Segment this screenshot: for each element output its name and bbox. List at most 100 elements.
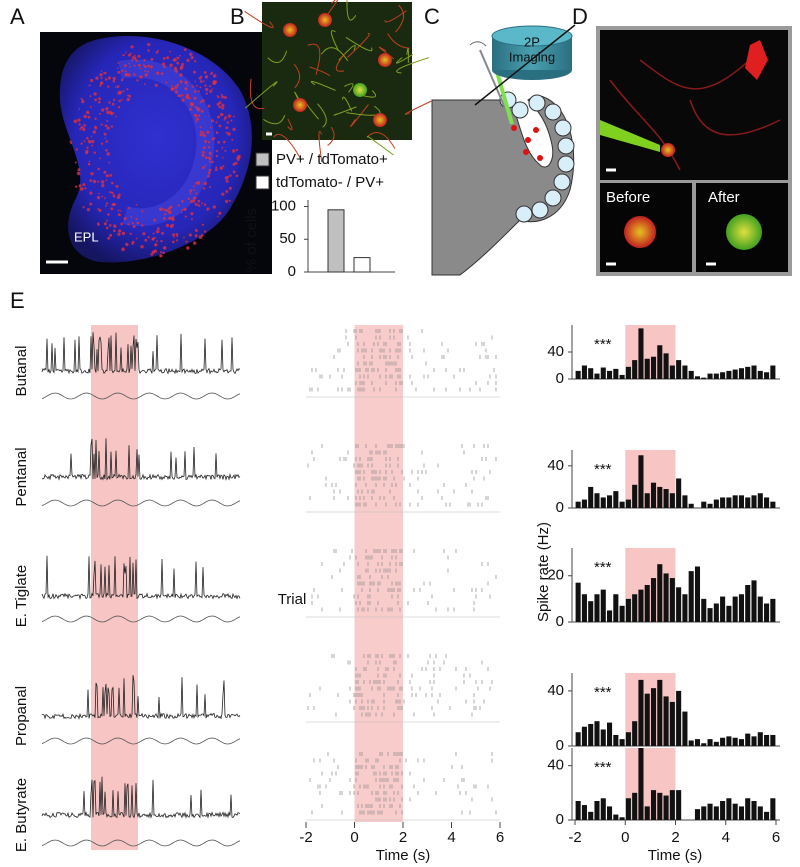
- process: [335, 53, 346, 72]
- cell-dot: [151, 238, 154, 241]
- cell-dot: [147, 70, 150, 73]
- cell-dot: [136, 79, 139, 82]
- cell-dot: [90, 135, 93, 138]
- cell-dot: [202, 131, 205, 134]
- cell-dot: [121, 231, 126, 236]
- cell-dot: [121, 69, 124, 72]
- voltage-trace: [41, 555, 241, 600]
- cell-dot: [105, 174, 109, 178]
- cell-dot: [209, 89, 213, 93]
- bar: [575, 501, 581, 508]
- cell: [726, 214, 762, 250]
- glomerulus: [544, 103, 562, 121]
- cell-dot: [152, 232, 155, 235]
- significance: ***: [594, 684, 612, 701]
- bar: [650, 790, 657, 820]
- cell-dot: [96, 195, 101, 200]
- cell-dot: [219, 112, 224, 117]
- bar: [594, 493, 600, 508]
- cell-dot: [211, 137, 215, 141]
- cell-dot: [109, 191, 112, 194]
- bar: [669, 701, 675, 746]
- cell-dot: [164, 213, 167, 216]
- odor-label: Butanal: [13, 346, 30, 397]
- y-tick-label: 40: [547, 457, 564, 474]
- cell-dot: [193, 60, 197, 63]
- cell-dot: [124, 73, 127, 76]
- cell-dot: [179, 74, 182, 77]
- micrograph-b: [244, 0, 432, 163]
- cell-dot: [205, 92, 208, 95]
- cell-dot: [186, 246, 190, 250]
- cell-dot: [88, 160, 91, 163]
- cell-dot: [234, 161, 238, 165]
- cell-dot: [110, 125, 114, 128]
- cell-dot: [164, 208, 167, 212]
- cell-dot: [105, 179, 108, 182]
- cell-dot: [125, 51, 127, 54]
- cell-dot: [156, 240, 158, 243]
- cell-dot: [69, 140, 72, 143]
- bar: [632, 360, 638, 379]
- cell-dot: [78, 184, 82, 188]
- bar: [644, 585, 650, 622]
- x-tick-label: 4: [447, 829, 455, 846]
- bar: [613, 594, 619, 622]
- cell-dot: [208, 141, 211, 144]
- cell-dot: [201, 202, 204, 205]
- bar: [694, 566, 701, 622]
- bar: [638, 455, 644, 508]
- bar: [669, 578, 675, 622]
- cell-dot: [186, 58, 190, 63]
- cell-dot: [107, 85, 110, 88]
- panel-label: D: [572, 4, 588, 29]
- bar: [619, 817, 625, 820]
- voltage-trace: [41, 675, 241, 720]
- cell-dot: [196, 106, 199, 110]
- cell-dot: [82, 126, 85, 129]
- bar: [707, 608, 713, 622]
- cell-dot: [77, 118, 81, 122]
- cell-dot: [107, 236, 111, 240]
- raster-y-label: Trial: [278, 591, 307, 608]
- cell-dot: [104, 71, 107, 75]
- cell-dot: [175, 239, 178, 242]
- bar: [588, 811, 594, 820]
- region-label: EPL: [74, 229, 99, 244]
- cell-dot: [194, 202, 198, 206]
- cell-dot: [78, 108, 81, 110]
- process: [395, 53, 414, 64]
- cell-dot: [177, 204, 180, 207]
- cell-dot: [131, 58, 134, 60]
- cell: [318, 13, 332, 27]
- bar: [581, 594, 587, 622]
- cell-dot: [181, 199, 184, 203]
- cell-dot: [87, 115, 91, 119]
- bar: [594, 800, 600, 820]
- cell-dot: [183, 236, 186, 239]
- glomerulus: [528, 94, 546, 112]
- cell-dot: [87, 162, 91, 166]
- cell-dot: [204, 164, 207, 167]
- cell-dot: [227, 114, 232, 118]
- cell-dot: [208, 151, 212, 155]
- bar: [594, 721, 600, 746]
- bar: [650, 356, 657, 379]
- panel-label: B: [230, 4, 245, 29]
- panel-label: A: [10, 4, 25, 29]
- bar: [713, 373, 719, 379]
- bar: [669, 790, 675, 820]
- cell-dot: [195, 117, 199, 121]
- cell-dot: [162, 246, 167, 250]
- cell-dot: [215, 154, 218, 158]
- glomerulus: [544, 189, 562, 207]
- cell-dot: [81, 99, 85, 104]
- cell: [353, 83, 367, 97]
- cell-dot: [112, 112, 115, 114]
- cell-dot: [189, 52, 193, 56]
- cell-dot: [172, 240, 175, 244]
- cell-dot: [106, 219, 108, 222]
- cell-dot: [235, 174, 239, 178]
- cell-dot: [189, 107, 192, 111]
- cell-dot: [222, 165, 225, 168]
